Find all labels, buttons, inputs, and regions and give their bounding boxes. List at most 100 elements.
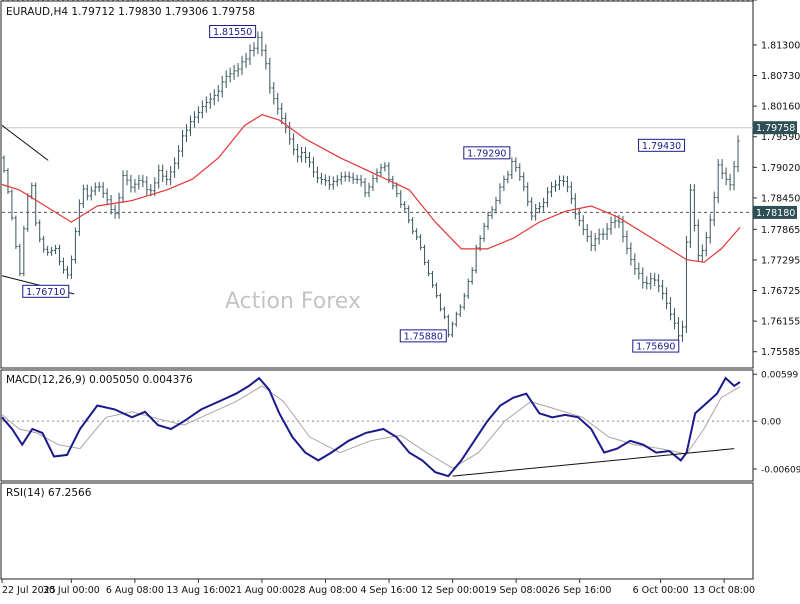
annotation-layer: 1.81550 1.76710 1.75880 1.79290 1.75690 1.794… — [22, 25, 686, 353]
price-bar — [637, 262, 641, 280]
time-tick-label: 6 Oct 00:00 — [633, 585, 689, 596]
price-bar — [633, 253, 637, 275]
price-bar — [470, 267, 474, 285]
price-bar — [581, 215, 585, 236]
price-bar — [446, 314, 450, 338]
price-tick-label: 1.76155 — [761, 317, 800, 328]
price-bar — [208, 93, 212, 109]
price-bar — [256, 31, 260, 55]
price-bar — [601, 228, 605, 241]
price-annotation-box — [22, 284, 70, 298]
price-bar — [89, 186, 93, 201]
price-bar — [363, 177, 367, 198]
price-bar — [522, 172, 526, 192]
price-annotation-label: 1.75690 — [636, 342, 675, 353]
price-bar — [367, 182, 371, 198]
price-bar — [573, 193, 577, 220]
price-bar — [732, 161, 736, 191]
price-bar — [724, 167, 728, 186]
price-bar — [415, 228, 419, 241]
price-bar — [141, 174, 145, 188]
price-bar — [323, 174, 327, 186]
time-tick-label: 12 Sep 00:00 — [421, 585, 484, 596]
price-tick-label: 1.79020 — [761, 163, 800, 174]
price-tick-label: 1.80160 — [761, 102, 800, 113]
price-bar — [430, 271, 435, 288]
price-bar — [530, 197, 534, 221]
rsi-tick-label: 70 — [759, 0, 771, 3]
watermark: Action Forex — [225, 289, 361, 314]
price-bar — [426, 259, 431, 277]
price-bar — [387, 162, 391, 184]
price-bar — [605, 223, 609, 240]
price-bar — [609, 216, 613, 235]
price-bar — [399, 190, 403, 208]
price-bar — [692, 184, 696, 232]
price-bar — [212, 89, 216, 106]
price-bar — [228, 67, 232, 83]
price-bar — [645, 276, 649, 290]
price-bar — [458, 304, 462, 317]
price-bar — [641, 267, 645, 289]
price-annotation-box — [632, 339, 680, 353]
price-annotation-box — [463, 146, 511, 160]
macd-pane-frame — [0, 369, 754, 482]
price-bar — [268, 57, 272, 94]
price-bar — [252, 42, 256, 57]
price-bar — [46, 245, 50, 256]
price-bar — [319, 172, 324, 185]
price-bar — [125, 170, 129, 186]
price-bar — [411, 216, 415, 235]
price-bar — [418, 234, 423, 251]
price-annotation-box — [209, 25, 257, 39]
rsi-tick-label: 0 — [759, 0, 765, 3]
time-tick-label: 28 Aug 08:00 — [293, 585, 357, 596]
price-tick-label: 1.76725 — [761, 286, 800, 297]
price-bar — [284, 112, 288, 134]
price-bar — [10, 189, 14, 221]
price-bar — [355, 174, 359, 184]
price-bar — [216, 85, 220, 102]
price-bar — [81, 184, 85, 208]
rsi-tick-label: 30 — [759, 0, 771, 3]
price-bar — [661, 280, 665, 300]
price-tick-label: 1.81300 — [761, 40, 800, 51]
price-bar — [232, 64, 236, 80]
macd-title: MACD(12,26,9) 0.005050 0.004376 — [6, 374, 193, 386]
price-bar — [61, 257, 66, 274]
price-bar — [613, 215, 617, 229]
price-tick-label: 1.80730 — [761, 71, 800, 82]
rsi-pane-frame — [0, 482, 754, 580]
macd-main-line — [1, 376, 741, 478]
price-bar — [105, 188, 109, 205]
price-bar — [18, 243, 22, 277]
price-bar — [434, 282, 439, 299]
macd-signal-line — [1, 385, 741, 469]
price-bar — [240, 55, 244, 76]
price-bar — [272, 82, 276, 105]
price-bar — [331, 176, 335, 190]
price-bar — [700, 244, 704, 262]
price-bar — [454, 311, 458, 327]
price-bar — [498, 183, 502, 205]
price-bar — [65, 265, 70, 279]
price-annotation-label: 1.79430 — [642, 141, 681, 152]
moving-average-layer — [1, 114, 741, 263]
price-trendline — [1, 125, 49, 161]
price-bar — [172, 157, 177, 178]
price-bar — [204, 96, 208, 113]
price-tick-label: 1.77295 — [761, 255, 800, 266]
price-bar — [708, 214, 712, 244]
price-bar — [379, 163, 383, 177]
time-tick-label: 4 Sep 16:00 — [360, 585, 417, 596]
price-bar — [593, 233, 597, 252]
price-bar — [716, 159, 720, 204]
price-bar — [482, 222, 486, 242]
price-bar — [680, 320, 685, 342]
price-bar — [720, 159, 724, 179]
price-bar — [276, 92, 280, 115]
price-bar — [422, 244, 427, 266]
price-bar — [534, 203, 538, 221]
time-tick-label: 26 Sep 16:00 — [548, 585, 611, 596]
